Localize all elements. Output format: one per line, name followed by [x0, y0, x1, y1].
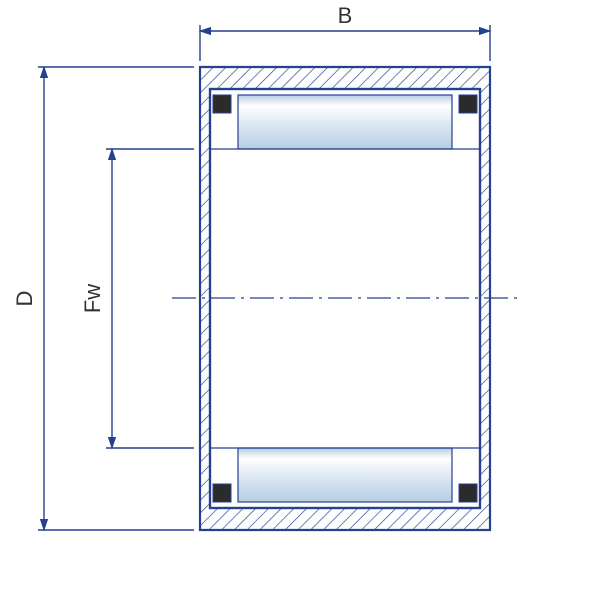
roller — [238, 448, 452, 502]
dimension-label-d: D — [12, 291, 37, 307]
cage-section — [459, 484, 477, 502]
dimension-label-fw: Fw — [80, 284, 105, 313]
cage-section — [213, 95, 231, 113]
cage-section — [213, 484, 231, 502]
roller — [238, 95, 452, 149]
dimension-label-b: B — [338, 3, 353, 28]
cage-section — [459, 95, 477, 113]
bearing-cross-section-drawing: B D Fw — [0, 0, 600, 600]
